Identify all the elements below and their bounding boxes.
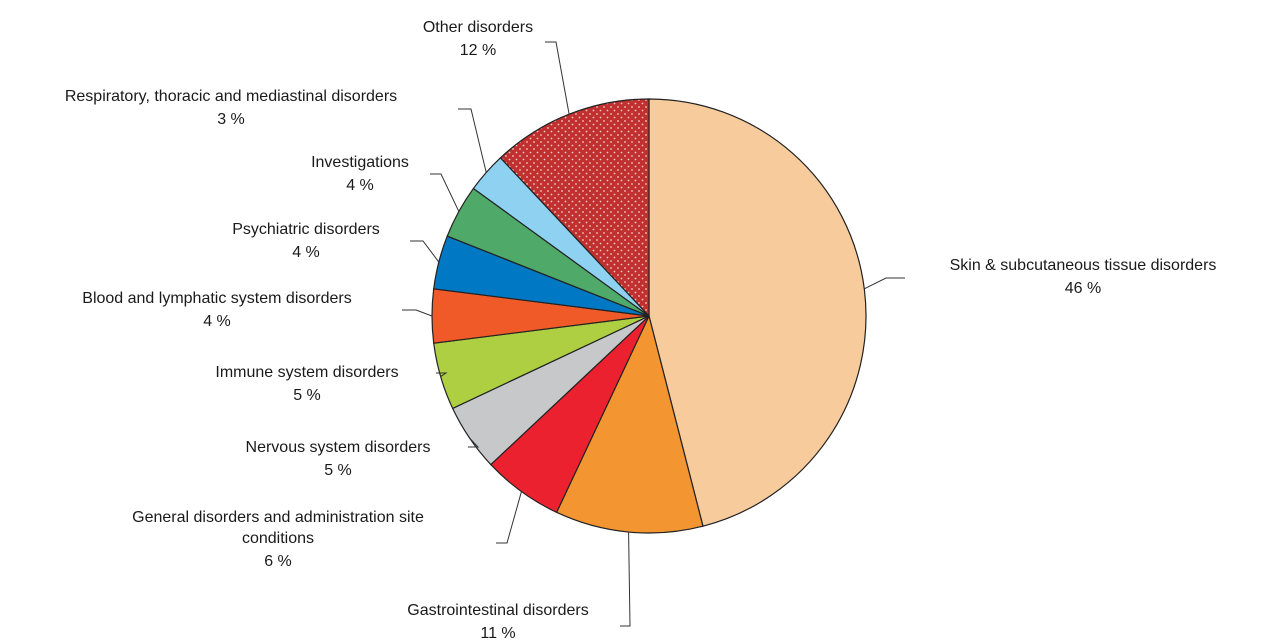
- slice-value-label: 6 %: [264, 553, 292, 570]
- slice-label-psychiatric-disorders: Psychiatric disorders 4 %: [232, 221, 380, 261]
- slice-category-line: Psychiatric disorders: [232, 221, 380, 238]
- slice-value-label: 4 %: [203, 313, 231, 330]
- slice-label-gastrointestinal-disorders: Gastrointestinal disorders 11 %: [407, 602, 588, 642]
- pie-slice-other-disorders: [499, 98, 650, 318]
- slice-label-general-disorders-and-administration-site-conditions: General disorders and administration sit…: [132, 509, 424, 570]
- slice-category-line: Gastrointestinal disorders: [407, 602, 588, 619]
- slice-category-line: conditions: [242, 530, 314, 547]
- leader-line-skin-subcutaneous-tissue-disorders: [864, 277, 905, 290]
- slice-value-label: 5 %: [293, 387, 321, 404]
- leader-line-other-disorders: [545, 41, 570, 115]
- leader-line-respiratory-thoracic-and-mediastinal-disorders: [458, 108, 487, 173]
- slice-label-respiratory-thoracic-and-mediastinal-disorders: Respiratory, thoracic and mediastinal di…: [65, 88, 397, 128]
- slice-value-label: 5 %: [324, 462, 352, 479]
- slice-label-immune-system-disorders: Immune system disorders 5 %: [215, 364, 398, 404]
- leader-line-psychiatric-disorders: [410, 240, 440, 263]
- slice-category-line: General disorders and administration sit…: [132, 509, 424, 526]
- slice-label-blood-and-lymphatic-system-disorders: Blood and lymphatic system disorders 4 %: [82, 290, 351, 330]
- slice-value-label: 11 %: [480, 625, 515, 642]
- pie-slices: [431, 98, 867, 534]
- leader-line-general-disorders-and-administration-site-conditions: [496, 491, 522, 544]
- pie-slice-gastrointestinal-disorders: [555, 314, 704, 534]
- slice-label-investigations: Investigations 4 %: [311, 154, 409, 194]
- slice-value-label: 12 %: [460, 42, 496, 59]
- leader-line-gastrointestinal-disorders: [620, 532, 631, 627]
- slice-label-skin-subcutaneous-tissue-disorders: Skin & subcutaneous tissue disorders 46 %: [950, 257, 1217, 297]
- slice-value-label: 46 %: [1065, 280, 1101, 297]
- leader-line-nervous-system-disorders: [468, 437, 480, 448]
- slice-label-nervous-system-disorders: Nervous system disorders 5 %: [246, 439, 431, 479]
- slice-category-line: Skin & subcutaneous tissue disorders: [950, 257, 1217, 274]
- slice-category-line: Other disorders: [423, 19, 533, 36]
- slice-value-label: 4 %: [346, 177, 374, 194]
- slice-value-label: 3 %: [217, 111, 245, 128]
- slice-labels: Skin & subcutaneous tissue disorders 46 %…: [65, 19, 1217, 642]
- slice-value-label: 4 %: [292, 244, 320, 261]
- slice-category-line: Blood and lymphatic system disorders: [82, 290, 351, 307]
- slice-category-line: Immune system disorders: [215, 364, 398, 381]
- leader-lines: [402, 41, 905, 627]
- slice-category-line: Investigations: [311, 154, 409, 171]
- leader-line-blood-and-lymphatic-system-disorders: [402, 309, 433, 317]
- slice-label-other-disorders: Other disorders 12 %: [423, 19, 533, 59]
- leader-line-investigations: [430, 173, 460, 212]
- leader-line-immune-system-disorders: [436, 372, 448, 377]
- slice-category-line: Nervous system disorders: [246, 439, 431, 456]
- slice-category-line: Respiratory, thoracic and mediastinal di…: [65, 88, 397, 105]
